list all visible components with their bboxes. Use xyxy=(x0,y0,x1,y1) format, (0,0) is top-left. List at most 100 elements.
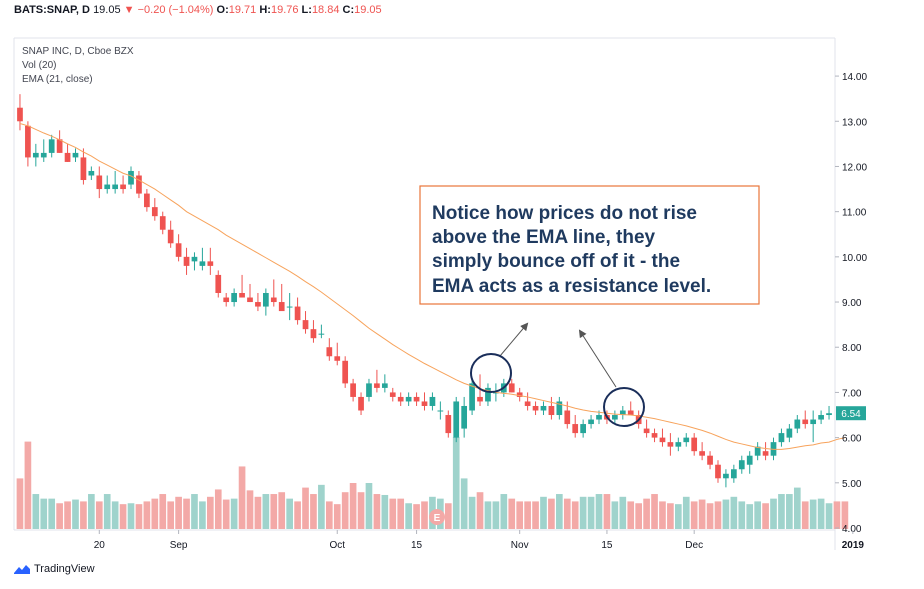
volume-bar xyxy=(563,498,571,529)
y-tick-label: 11.00 xyxy=(842,208,867,219)
candle xyxy=(32,143,39,167)
volume-bar xyxy=(40,498,48,529)
volume-bar xyxy=(24,441,32,529)
candle xyxy=(358,392,364,416)
annotation-text: Notice how prices do not rise above the … xyxy=(432,203,711,297)
x-tick-label: 15 xyxy=(411,540,423,551)
volume-bar xyxy=(801,501,809,529)
price-change: −0.20 (−1.04%) xyxy=(137,4,214,16)
earnings-marker[interactable] xyxy=(429,509,445,525)
volume-bar xyxy=(270,494,278,529)
earnings-marker-label: E xyxy=(434,513,441,524)
candlesticks xyxy=(17,94,832,488)
arrow-1-icon xyxy=(499,322,529,357)
volume-bar xyxy=(762,503,769,529)
candle xyxy=(17,94,23,131)
candle xyxy=(405,392,412,406)
candle xyxy=(572,415,579,438)
footer: TradingView xyxy=(14,563,95,575)
annotation-box xyxy=(419,185,760,305)
candle xyxy=(270,279,277,307)
legend-ema: EMA (21, close) xyxy=(22,74,93,85)
candle xyxy=(278,283,285,312)
candle xyxy=(64,143,71,162)
volume-bar xyxy=(167,501,175,529)
annotation-line-2: above the EMA line, they xyxy=(432,227,656,248)
symbol-label[interactable]: BATS:SNAP, D xyxy=(14,4,90,16)
candle xyxy=(334,342,341,366)
volume-bar xyxy=(571,501,579,529)
volume-bar xyxy=(159,494,167,529)
volume-bar xyxy=(833,501,841,529)
footer-brand[interactable]: TradingView xyxy=(34,563,95,575)
candle xyxy=(619,405,626,420)
candle xyxy=(477,374,483,406)
volume-bar xyxy=(349,483,357,529)
last-price-badge-label: 6.54 xyxy=(841,409,861,420)
volume-bar xyxy=(714,501,722,529)
x-tick-label: 2019 xyxy=(842,540,865,551)
volume-bar xyxy=(690,501,698,529)
volume-bar xyxy=(603,494,611,529)
volume-bar xyxy=(214,489,222,529)
arrow-2-icon xyxy=(578,329,617,388)
legend-volume: Vol (20) xyxy=(22,60,56,71)
y-tick-label: 8.00 xyxy=(842,343,862,354)
volume-bar xyxy=(381,494,389,529)
candle xyxy=(516,387,523,402)
volume-bar xyxy=(88,494,95,529)
volume-bar xyxy=(310,494,317,529)
x-tick-label: 15 xyxy=(601,540,613,551)
volume-bar xyxy=(32,494,40,529)
y-tick-label: 12.00 xyxy=(842,162,867,173)
chart-area[interactable]: 14.00 13.00 12.00 11.00 10.00 9.00 8.00 7.00 6.0… xyxy=(0,0,924,565)
candle xyxy=(715,460,721,483)
price-axis[interactable]: 14.00 13.00 12.00 11.00 10.00 9.00 8.00 7.00 6.0… xyxy=(835,72,867,535)
volume-bar xyxy=(238,466,246,529)
volume-bar xyxy=(508,498,516,529)
candle xyxy=(429,392,436,411)
candle xyxy=(389,387,396,402)
x-tick-label: 20 xyxy=(94,540,106,551)
volume-bar xyxy=(532,501,539,529)
volume-bar xyxy=(738,501,746,529)
candle xyxy=(524,392,531,411)
candle xyxy=(144,189,150,212)
volume-bar xyxy=(222,499,230,529)
volume-bar xyxy=(667,503,674,529)
y-tick-label: 5.00 xyxy=(842,479,862,490)
candle xyxy=(746,451,753,474)
volume-bar xyxy=(643,498,650,529)
y-tick-label: 6.00 xyxy=(842,434,862,445)
y-tick-label: 9.00 xyxy=(842,298,862,309)
candle xyxy=(437,401,444,420)
volume-bar xyxy=(444,503,452,529)
volume-bar xyxy=(817,498,825,529)
candle xyxy=(294,297,301,325)
tradingview-logo-icon xyxy=(14,565,30,575)
annotation-line-1: Notice how prices do not rise xyxy=(432,203,697,224)
candle xyxy=(223,293,230,307)
candle xyxy=(699,442,705,461)
volume-bar xyxy=(191,494,198,529)
price-chart[interactable]: 14.00 13.00 12.00 11.00 10.00 9.00 8.00 7.00 6.0… xyxy=(0,0,924,560)
candle xyxy=(183,247,190,275)
y-tick-label: 7.00 xyxy=(842,388,862,399)
volume-bar xyxy=(809,499,817,529)
volume-bar xyxy=(405,503,412,529)
volume-bar xyxy=(119,504,127,529)
candle xyxy=(810,410,817,443)
candle xyxy=(318,324,325,339)
volume-bar xyxy=(135,504,143,529)
volume-bar xyxy=(706,503,714,529)
candle xyxy=(730,464,737,483)
candle xyxy=(651,428,658,443)
volume-bar xyxy=(413,504,420,529)
volume-bar xyxy=(659,501,666,529)
volume-bar xyxy=(556,494,563,529)
time-axis[interactable]: 20 Sep Oct 15 Nov 15 Dec 2019 xyxy=(94,530,865,551)
candle xyxy=(723,469,729,488)
candle xyxy=(508,378,515,393)
candle xyxy=(580,419,586,438)
high-label: H: xyxy=(259,4,271,16)
